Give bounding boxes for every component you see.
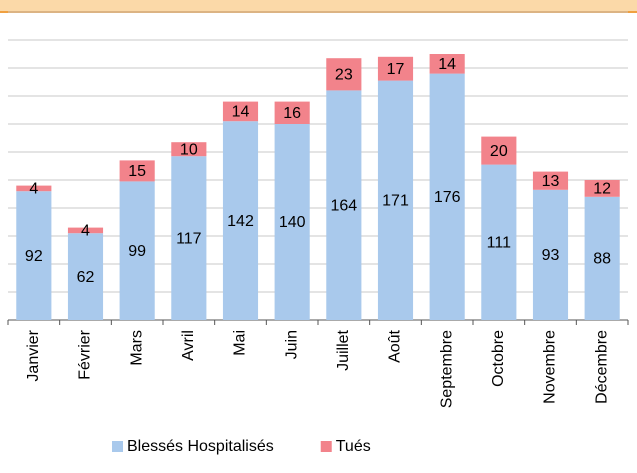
data-label: 164 bbox=[330, 197, 357, 214]
x-tick-label: Janvier bbox=[25, 329, 42, 381]
bar-segment bbox=[532, 171, 569, 190]
x-tick-label: Juin bbox=[283, 330, 300, 359]
bar-segment bbox=[584, 180, 620, 197]
legend-swatch bbox=[320, 441, 332, 452]
data-label: 13 bbox=[542, 173, 560, 190]
data-label: 17 bbox=[387, 61, 405, 78]
bar-segment bbox=[326, 90, 362, 321]
legend-label: Blessés Hospitalisés bbox=[127, 438, 274, 455]
data-label: 10 bbox=[180, 141, 198, 158]
legend-swatch bbox=[112, 441, 123, 452]
data-label: 16 bbox=[283, 105, 301, 122]
x-tick-label: Avril bbox=[180, 330, 197, 361]
bar-segment bbox=[377, 56, 414, 81]
x-tick-label: Novembre bbox=[542, 330, 559, 404]
bar-segment bbox=[222, 101, 259, 122]
bar-segment bbox=[16, 185, 52, 192]
bar-segment bbox=[171, 156, 207, 320]
bar-segment bbox=[171, 142, 207, 157]
data-label: 111 bbox=[487, 235, 511, 252]
bar-segment bbox=[16, 191, 52, 320]
bar-segment bbox=[274, 124, 310, 320]
data-label: 62 bbox=[77, 269, 95, 286]
bar-segment bbox=[584, 196, 620, 320]
data-label: 4 bbox=[81, 223, 90, 240]
data-label: 12 bbox=[593, 181, 611, 198]
data-label: 142 bbox=[227, 213, 254, 230]
bar-segment bbox=[429, 54, 465, 74]
bar-segment bbox=[67, 233, 104, 320]
data-label: 176 bbox=[434, 189, 461, 206]
bar-segment bbox=[119, 160, 155, 182]
bar-segment bbox=[326, 58, 362, 91]
bar-segment bbox=[119, 181, 155, 320]
data-label: 92 bbox=[25, 248, 43, 265]
x-tick-label: Février bbox=[77, 329, 94, 379]
bar-segment bbox=[67, 227, 104, 234]
bar-segment bbox=[481, 136, 517, 165]
data-label: 140 bbox=[279, 214, 306, 231]
data-label: 20 bbox=[490, 143, 508, 160]
bar-segment bbox=[532, 189, 569, 320]
bar-segment bbox=[377, 80, 414, 320]
data-label: 14 bbox=[232, 104, 250, 121]
data-label: 117 bbox=[176, 230, 202, 247]
x-tick-label: Août bbox=[387, 329, 404, 362]
data-label: 23 bbox=[335, 67, 353, 84]
data-label: 93 bbox=[542, 247, 560, 264]
data-label: 171 bbox=[382, 193, 409, 210]
x-tick-label: Décembre bbox=[593, 330, 610, 404]
data-label: 15 bbox=[128, 163, 146, 180]
x-tick-label: Juillet bbox=[335, 329, 352, 370]
bar-segment bbox=[429, 73, 465, 320]
x-tick-label: Mars bbox=[128, 330, 145, 366]
bar-segment bbox=[274, 101, 310, 124]
header-band bbox=[0, 0, 637, 12]
data-label: 14 bbox=[438, 56, 456, 73]
data-label: 4 bbox=[29, 181, 38, 198]
legend-label: Tués bbox=[336, 438, 371, 455]
bar-segment bbox=[222, 121, 259, 320]
bar-segment bbox=[481, 164, 517, 320]
data-label: 88 bbox=[593, 251, 611, 268]
data-label: 99 bbox=[128, 243, 146, 260]
x-tick-label: Mai bbox=[232, 330, 249, 356]
x-tick-label: Septembre bbox=[438, 330, 455, 408]
x-tick-label: Octobre bbox=[490, 330, 507, 387]
